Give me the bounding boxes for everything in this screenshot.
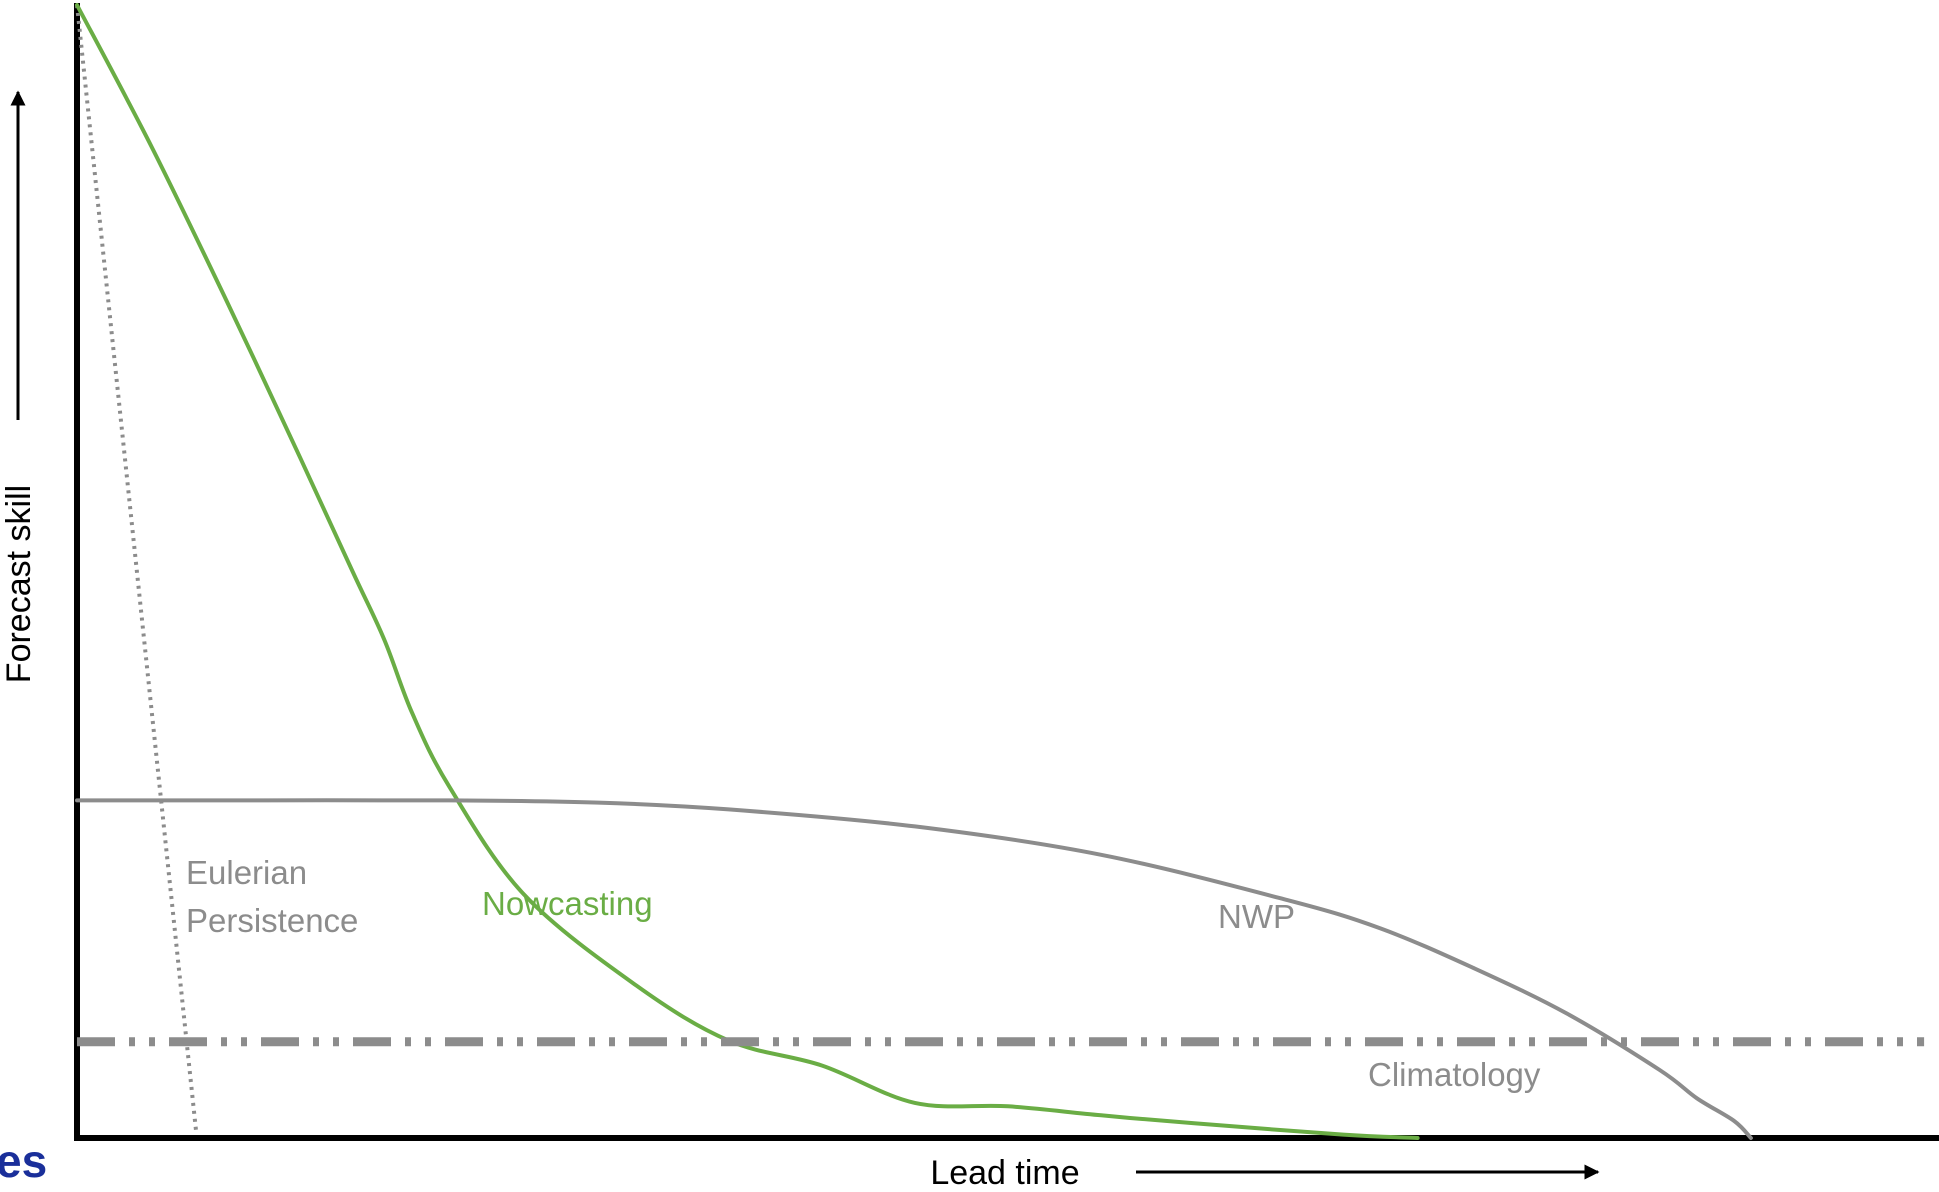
labels: Forecast skill Lead time Eulerian Persis…: [0, 90, 1600, 1192]
axes: [74, 3, 1939, 1141]
x-axis-label: Lead time: [930, 1154, 1079, 1192]
series-label-eulerian-line2: Persistence: [186, 902, 358, 939]
series-label-nwp: NWP: [1218, 898, 1295, 935]
series-nwp: [75, 798, 1753, 1140]
cropped-text-fragment: es: [0, 1135, 48, 1187]
series-label-climatology: Climatology: [1368, 1056, 1541, 1093]
series-eulerian-persistence: [75, 4, 199, 1133]
series-label-eulerian-line1: Eulerian: [186, 854, 307, 891]
series-label-nowcasting: Nowcasting: [482, 885, 653, 922]
series-layer: [75, 3, 1925, 1140]
series-nowcasting: [75, 3, 1420, 1140]
y-axis-label: Forecast skill: [0, 485, 38, 683]
